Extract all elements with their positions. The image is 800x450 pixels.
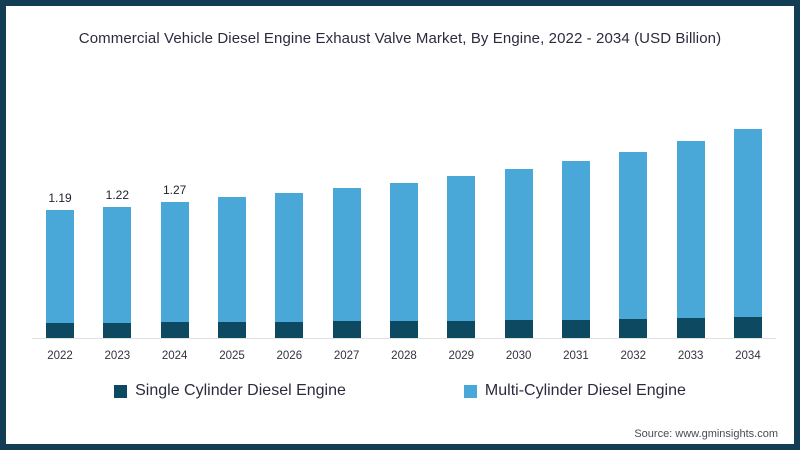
x-axis-label: 2031 bbox=[563, 350, 589, 362]
legend-swatch-multi-cylinder bbox=[463, 384, 477, 398]
bar-segment-multi-cylinder bbox=[389, 183, 418, 321]
bar-stack bbox=[332, 187, 361, 338]
x-axis-label: 2022 bbox=[47, 350, 73, 362]
bar-segment-single-cylinder bbox=[389, 320, 418, 338]
x-axis-label: 2025 bbox=[219, 350, 245, 362]
bar-column: 2034 bbox=[720, 100, 776, 362]
x-axis-label: 2027 bbox=[333, 350, 360, 362]
x-axis-label: 2026 bbox=[276, 350, 303, 362]
bar-column: 2025 bbox=[204, 100, 260, 362]
bar-stack bbox=[504, 169, 533, 338]
bar-stack bbox=[733, 129, 762, 338]
legend-label: Single Cylinder Diesel Engine bbox=[135, 382, 346, 399]
bar-value-label: 1.27 bbox=[162, 182, 187, 197]
bar-segment-multi-cylinder bbox=[504, 169, 533, 320]
bar-column: 2032 bbox=[605, 100, 661, 362]
bar-segment-multi-cylinder bbox=[275, 192, 304, 322]
bar-segment-multi-cylinder bbox=[332, 187, 361, 321]
x-axis-label: 2030 bbox=[505, 350, 532, 362]
bar-segment-multi-cylinder bbox=[46, 210, 74, 323]
bar-segment-multi-cylinder bbox=[733, 129, 762, 317]
bar-segment-single-cylinder bbox=[619, 318, 648, 338]
x-axis-label: 2033 bbox=[677, 350, 704, 362]
x-axis-label: 2034 bbox=[735, 350, 761, 362]
bar-segment-single-cylinder bbox=[447, 320, 476, 338]
x-axis-label: 2028 bbox=[391, 350, 417, 362]
legend-item-single-cylinder: Single Cylinder Diesel Engine bbox=[114, 382, 346, 400]
bar-segment-multi-cylinder bbox=[160, 201, 189, 322]
bar-stack bbox=[389, 183, 418, 338]
bar-stack bbox=[275, 192, 304, 338]
source-note: Source: www.gminsights.com bbox=[634, 428, 778, 440]
bar-segment-single-cylinder bbox=[561, 319, 590, 338]
bar-segment-single-cylinder bbox=[46, 322, 74, 338]
bar-value-label: 1.22 bbox=[105, 187, 129, 202]
bar-stack bbox=[103, 206, 132, 338]
bar-segment-multi-cylinder bbox=[447, 175, 476, 321]
bar-value-label: 1.19 bbox=[48, 191, 72, 206]
bar-column: 1.22 2023 bbox=[89, 100, 145, 362]
legend-label: Multi-Cylinder Diesel Engine bbox=[484, 382, 686, 399]
x-axis-label: 2029 bbox=[448, 350, 475, 362]
bar-segment-single-cylinder bbox=[103, 322, 132, 338]
x-axis-label: 2024 bbox=[161, 350, 188, 362]
bar-column: 2028 bbox=[376, 100, 432, 362]
bar-segment-single-cylinder bbox=[733, 316, 762, 338]
bar-column: 2030 bbox=[491, 100, 547, 362]
bar-segment-single-cylinder bbox=[217, 321, 246, 338]
bar-column: 2031 bbox=[548, 100, 604, 362]
legend: Single Cylinder Diesel Engine Multi-Cyli… bbox=[6, 382, 794, 400]
bar-stack bbox=[619, 152, 648, 338]
bar-stack bbox=[447, 175, 476, 338]
bar-segment-single-cylinder bbox=[504, 319, 533, 338]
legend-swatch-single-cylinder bbox=[114, 384, 128, 398]
chart-title: Commercial Vehicle Diesel Engine Exhaust… bbox=[78, 30, 722, 47]
x-axis-label: 2032 bbox=[620, 350, 647, 362]
bar-segment-single-cylinder bbox=[676, 317, 705, 338]
bar-stack bbox=[46, 210, 74, 338]
bar-segment-multi-cylinder bbox=[561, 160, 590, 320]
bar-column: 2027 bbox=[319, 100, 375, 362]
bar-segment-multi-cylinder bbox=[103, 206, 132, 323]
bar-segment-single-cylinder bbox=[160, 321, 189, 338]
bar-column: 2033 bbox=[663, 100, 719, 362]
bar-column: 2029 bbox=[433, 100, 489, 362]
bar-segment-single-cylinder bbox=[275, 321, 304, 338]
bar-column: 2026 bbox=[261, 100, 317, 362]
bar-segment-single-cylinder bbox=[332, 320, 361, 338]
bar-segment-multi-cylinder bbox=[217, 197, 246, 322]
legend-item-multi-cylinder: Multi-Cylinder Diesel Engine bbox=[463, 382, 686, 400]
bar-column: 1.19 2022 bbox=[32, 100, 88, 362]
bar-stack bbox=[160, 201, 189, 338]
bar-stack bbox=[217, 197, 246, 338]
bar-stack bbox=[676, 141, 705, 338]
bar-column: 1.27 2024 bbox=[147, 100, 203, 362]
bar-segment-multi-cylinder bbox=[619, 152, 648, 319]
bar-stack bbox=[561, 160, 590, 338]
chart-plot: 1.19 2022 1.22 2023 1.27 2024 2025 2026 2027 2028… bbox=[32, 100, 776, 362]
bar-segment-multi-cylinder bbox=[676, 141, 705, 318]
x-axis-label: 2023 bbox=[104, 350, 131, 362]
